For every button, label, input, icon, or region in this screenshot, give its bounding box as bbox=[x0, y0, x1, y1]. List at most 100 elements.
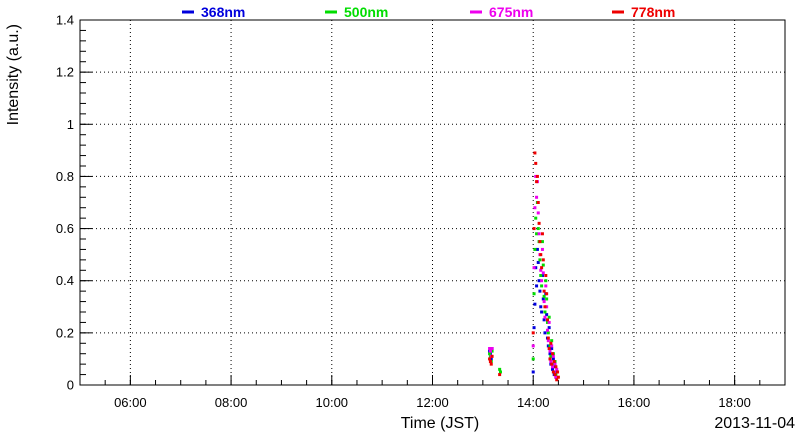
data-point bbox=[532, 326, 536, 330]
data-point bbox=[536, 201, 540, 204]
data-point bbox=[549, 360, 553, 364]
data-point bbox=[544, 279, 548, 283]
data-point bbox=[542, 294, 546, 298]
data-point bbox=[548, 352, 552, 356]
data-point bbox=[546, 339, 550, 343]
y-axis-title: Intensity (a.u.) bbox=[5, 24, 22, 125]
data-point bbox=[535, 180, 539, 184]
legend-label: 675nm bbox=[489, 4, 533, 20]
data-point bbox=[547, 315, 551, 319]
x-tick-label: 10:00 bbox=[316, 395, 349, 410]
data-point bbox=[545, 328, 549, 332]
data-point bbox=[535, 195, 539, 199]
data-point bbox=[535, 174, 539, 178]
data-point bbox=[540, 240, 544, 244]
data-point bbox=[532, 292, 536, 296]
data-point bbox=[536, 211, 540, 215]
x-tick-label: 18:00 bbox=[718, 395, 751, 410]
data-point bbox=[548, 344, 552, 348]
data-point bbox=[545, 320, 549, 324]
data-point bbox=[541, 297, 545, 301]
data-point bbox=[539, 305, 543, 309]
data-point bbox=[540, 232, 544, 236]
y-tick-labels: 0 0.2 0.4 0.6 0.8 1 1.2 1.4 bbox=[56, 13, 74, 393]
legend: 368nm 500nm 675nm 778nm bbox=[182, 4, 675, 20]
plot-frame bbox=[79, 19, 786, 386]
data-point bbox=[534, 216, 538, 220]
data-point bbox=[554, 365, 558, 369]
x-tick-label: 16:00 bbox=[618, 395, 651, 410]
data-point bbox=[543, 310, 547, 314]
y-tick-label: 0 bbox=[67, 378, 74, 393]
data-point bbox=[549, 341, 553, 345]
date-label: 2013-11-04 bbox=[714, 415, 795, 432]
data-point bbox=[535, 247, 539, 251]
series-500nm bbox=[488, 201, 558, 377]
data-point bbox=[556, 375, 560, 379]
data-point bbox=[553, 373, 557, 377]
series-368nm bbox=[488, 247, 559, 379]
data-point bbox=[539, 268, 543, 272]
data-point bbox=[489, 357, 493, 361]
series-675nm bbox=[488, 174, 559, 379]
data-point bbox=[540, 284, 544, 288]
data-point bbox=[556, 370, 560, 374]
y-tick-label: 1 bbox=[67, 117, 74, 132]
data-point bbox=[532, 227, 536, 231]
data-point bbox=[537, 232, 541, 236]
data-point bbox=[554, 375, 558, 379]
grid-lines bbox=[80, 19, 785, 385]
data-point bbox=[490, 349, 494, 353]
data-point bbox=[488, 349, 492, 353]
legend-label: 778nm bbox=[631, 4, 675, 20]
data-point bbox=[488, 357, 492, 361]
y-tick-label: 0.6 bbox=[56, 221, 74, 236]
data-point bbox=[540, 279, 544, 283]
data-point bbox=[545, 297, 549, 301]
data-point bbox=[546, 336, 550, 340]
data-point bbox=[550, 344, 554, 348]
data-point bbox=[551, 370, 555, 374]
data-point bbox=[531, 344, 535, 348]
data-point bbox=[543, 315, 547, 319]
series-778nm bbox=[488, 151, 560, 382]
data-point bbox=[488, 347, 492, 350]
data-point bbox=[541, 263, 545, 267]
data-point bbox=[540, 247, 544, 251]
data-point bbox=[545, 305, 549, 309]
data-point bbox=[489, 362, 493, 366]
data-point bbox=[490, 347, 494, 350]
data-point bbox=[534, 266, 538, 270]
data-point bbox=[547, 347, 551, 350]
data-point bbox=[542, 300, 546, 304]
data-point bbox=[555, 367, 559, 371]
data-point bbox=[551, 367, 555, 371]
data-point bbox=[544, 274, 548, 277]
data-point bbox=[551, 357, 555, 361]
data-point bbox=[547, 326, 551, 330]
data-point bbox=[553, 362, 557, 366]
data-point bbox=[531, 357, 535, 361]
data-point bbox=[542, 318, 546, 322]
x-tick-label: 12:00 bbox=[416, 395, 449, 410]
data-point bbox=[555, 378, 559, 382]
data-point bbox=[488, 360, 492, 364]
data-point bbox=[545, 313, 549, 317]
data-point bbox=[546, 331, 550, 335]
data-point bbox=[488, 352, 492, 356]
data-point bbox=[543, 331, 547, 335]
data-point bbox=[531, 331, 535, 335]
y-tick-label: 0.2 bbox=[56, 325, 74, 340]
data-point bbox=[498, 373, 502, 377]
x-axis-title: Time (JST) bbox=[401, 415, 480, 432]
data-point bbox=[550, 347, 554, 350]
y-tick-label: 1.4 bbox=[56, 13, 74, 28]
y-tick-label: 0.4 bbox=[56, 273, 74, 288]
y-tick-label: 1.2 bbox=[56, 65, 74, 80]
x-tick-label: 06:00 bbox=[114, 395, 147, 410]
legend-label: 368nm bbox=[201, 4, 245, 20]
data-point bbox=[550, 339, 554, 343]
axis-ticks bbox=[79, 19, 786, 386]
data-point bbox=[542, 289, 546, 293]
